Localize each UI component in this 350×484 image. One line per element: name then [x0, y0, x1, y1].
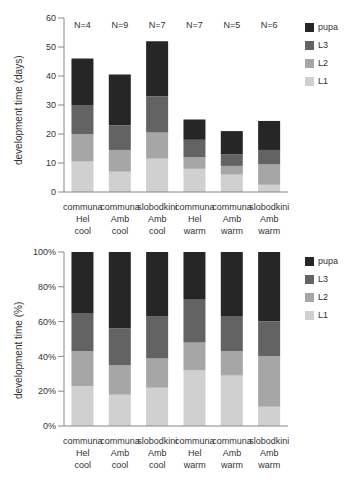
svg-text:20%: 20%: [38, 386, 56, 396]
svg-text:N=4: N=4: [74, 20, 91, 30]
html-text:L2: L2: [318, 58, 328, 68]
svg-text:N=9: N=9: [111, 20, 128, 30]
svg-text:slobodkiniAmbcool: slobodkiniAmbcool: [137, 436, 177, 470]
html-text:L1: L1: [318, 76, 328, 86]
svg-text:N=7: N=7: [186, 20, 203, 30]
svg-text:N=5: N=5: [223, 20, 240, 30]
svg-text:50: 50: [46, 42, 56, 52]
html-text:L2: L2: [318, 292, 328, 302]
svg-text:60%: 60%: [38, 317, 56, 327]
svg-text:development time (%): development time (%): [13, 302, 24, 399]
svg-text:development time (days): development time (days): [13, 56, 24, 166]
svg-text:30: 30: [46, 100, 56, 110]
svg-text:communaAmbcool: communaAmbcool: [100, 436, 140, 470]
svg-text:0%: 0%: [43, 421, 56, 431]
html-text:pupa: pupa: [318, 22, 338, 32]
svg-text:slobodkiniAmbwarm: slobodkiniAmbwarm: [249, 436, 289, 470]
svg-text:communaAmbwarm: communaAmbwarm: [212, 436, 252, 470]
svg-text:communaHelcool: communaHelcool: [63, 436, 103, 470]
svg-text:communaHelwarm: communaHelwarm: [175, 202, 215, 236]
svg-text:N=6: N=6: [261, 20, 278, 30]
svg-text:20: 20: [46, 129, 56, 139]
svg-text:slobodkiniAmbwarm: slobodkiniAmbwarm: [249, 202, 289, 236]
svg-text:communaHelcool: communaHelcool: [63, 202, 103, 236]
html-text:L1: L1: [318, 310, 328, 320]
svg-text:80%: 80%: [38, 282, 56, 292]
svg-text:communaAmbwarm: communaAmbwarm: [212, 202, 252, 236]
svg-text:communaAmbcool: communaAmbcool: [100, 202, 140, 236]
svg-text:0: 0: [51, 187, 56, 197]
html-text:L3: L3: [318, 40, 328, 50]
svg-text:slobodkiniAmbcool: slobodkiniAmbcool: [137, 202, 177, 236]
html-text:pupa: pupa: [318, 256, 338, 266]
svg-text:40%: 40%: [38, 352, 56, 362]
svg-text:40: 40: [46, 71, 56, 81]
svg-text:communaHelwarm: communaHelwarm: [175, 436, 215, 470]
svg-text:N=7: N=7: [149, 20, 166, 30]
svg-text:10: 10: [46, 158, 56, 168]
html-text:L3: L3: [318, 274, 328, 284]
svg-text:60: 60: [46, 13, 56, 23]
svg-text:100%: 100%: [33, 247, 56, 257]
